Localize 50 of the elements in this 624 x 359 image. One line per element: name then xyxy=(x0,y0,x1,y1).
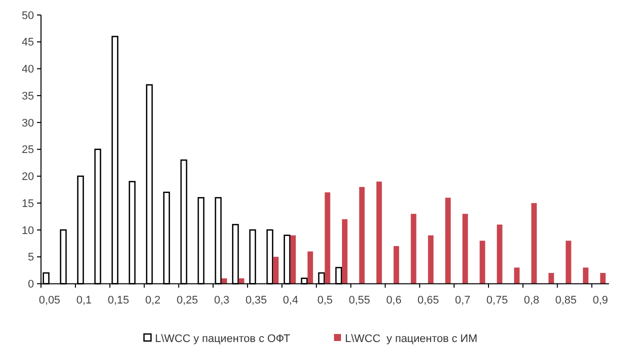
y-tick-label: 5 xyxy=(28,252,34,264)
y-tick-label: 30 xyxy=(22,117,34,130)
x-tick-label: 0,8 xyxy=(524,294,540,307)
bar xyxy=(428,235,434,284)
x-tick-label: 0,1 xyxy=(76,294,92,307)
bar xyxy=(462,214,468,284)
x-tick-label: 0,6 xyxy=(386,294,402,307)
bar xyxy=(308,251,314,284)
x-tick-label: 0,4 xyxy=(282,294,298,307)
y-tick-label: 45 xyxy=(22,36,34,49)
bar xyxy=(342,219,348,284)
bar xyxy=(514,268,520,284)
legend-label: L\WCC у пациентов с ИМ xyxy=(345,332,478,345)
x-tick-label: 0,05 xyxy=(38,294,60,307)
x-tick-label: 0,75 xyxy=(486,294,508,307)
x-tick-label: 0,3 xyxy=(214,294,230,307)
x-tick-label: 0,15 xyxy=(108,294,130,307)
bar xyxy=(531,203,537,284)
bar xyxy=(273,256,279,284)
x-tick-label: 0,5 xyxy=(317,294,333,307)
x-tick-label: 0,35 xyxy=(245,294,267,307)
bar xyxy=(600,272,606,284)
bar xyxy=(566,240,572,284)
bar xyxy=(359,186,365,284)
bar xyxy=(290,235,296,284)
y-tick-label: 10 xyxy=(22,224,34,237)
bar xyxy=(410,214,416,284)
y-tick-label: 0 xyxy=(28,278,34,291)
bar xyxy=(324,192,330,284)
legend-label: L\WCC у пациентов с ОФТ xyxy=(155,332,291,345)
x-tick-label: 0,85 xyxy=(555,294,577,307)
bar xyxy=(376,182,382,284)
y-tick-label: 50 xyxy=(22,10,34,22)
x-tick-label: 0,65 xyxy=(418,294,439,307)
y-tick-label: 40 xyxy=(22,64,34,76)
y-tick-label: 35 xyxy=(22,90,34,102)
x-tick-label: 0,25 xyxy=(176,294,198,307)
x-tick-label: 0,55 xyxy=(348,294,370,307)
x-tick-label: 0,9 xyxy=(592,294,608,307)
bar xyxy=(548,272,554,284)
bar xyxy=(496,224,502,284)
y-tick-label: 15 xyxy=(22,198,34,210)
bar xyxy=(582,268,588,284)
bar xyxy=(394,246,400,284)
bar xyxy=(480,240,486,284)
y-tick-label: 25 xyxy=(22,144,34,156)
x-tick-label: 0,7 xyxy=(455,294,470,307)
x-tick-label: 0,2 xyxy=(145,294,161,307)
y-tick-label: 20 xyxy=(22,171,34,184)
bar xyxy=(445,198,451,284)
